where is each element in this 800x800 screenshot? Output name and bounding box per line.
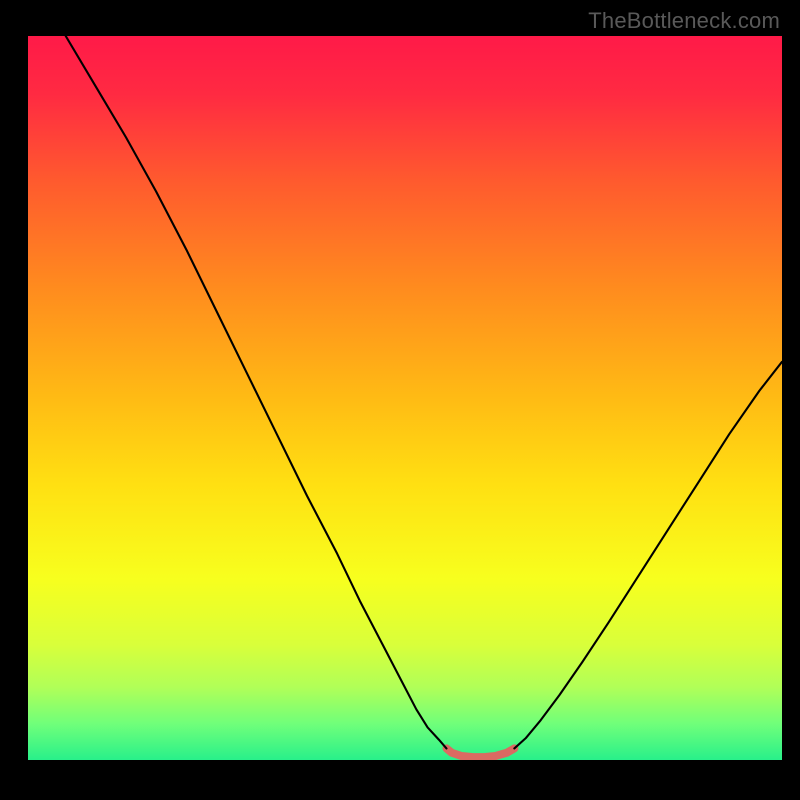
watermark-text: TheBottleneck.com: [588, 8, 780, 34]
curve-right-branch: [514, 362, 782, 749]
trough-segment: [446, 748, 514, 757]
plot-area: [28, 36, 782, 760]
curve-left-branch: [66, 36, 447, 748]
chart-svg: [28, 36, 782, 760]
chart-frame: TheBottleneck.com: [0, 0, 800, 800]
